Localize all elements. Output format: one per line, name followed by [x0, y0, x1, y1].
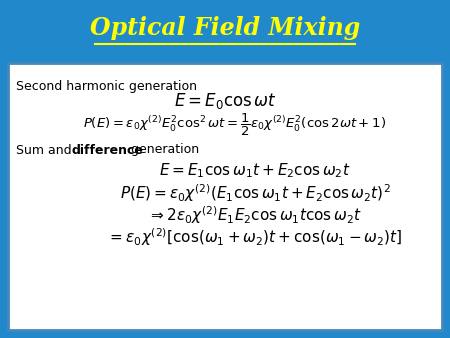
- Text: $= \varepsilon_0 \chi^{(2)} [\cos(\omega_1 + \omega_2)t + \cos(\omega_1 - \omega: $= \varepsilon_0 \chi^{(2)} [\cos(\omega…: [107, 226, 403, 248]
- Text: Sum and: Sum and: [16, 144, 76, 156]
- Text: $P(E) = \varepsilon_0 \chi^{(2)} (E_1 \cos \omega_1 t + E_2 \cos \omega_2 t)^2$: $P(E) = \varepsilon_0 \chi^{(2)} (E_1 \c…: [120, 182, 390, 204]
- Text: Second harmonic generation: Second harmonic generation: [16, 80, 197, 93]
- Text: Optical Field Mixing: Optical Field Mixing: [90, 16, 360, 40]
- Text: generation: generation: [127, 144, 199, 156]
- Text: $E = E_1 \cos \omega_1 t + E_2 \cos \omega_2 t$: $E = E_1 \cos \omega_1 t + E_2 \cos \ome…: [159, 162, 351, 180]
- Text: difference: difference: [71, 144, 143, 156]
- Text: $\Rightarrow 2\varepsilon_0 \chi^{(2)} E_1 E_2 \cos \omega_1 t \cos \omega_2 t$: $\Rightarrow 2\varepsilon_0 \chi^{(2)} E…: [148, 204, 362, 226]
- Bar: [8, 63, 442, 330]
- Text: $E = E_0 \cos \omega t$: $E = E_0 \cos \omega t$: [174, 91, 276, 111]
- Text: $P(E) = \varepsilon_0 \chi^{(2)} E_0^2 \cos^2 \omega t = \dfrac{1}{2} \varepsilo: $P(E) = \varepsilon_0 \chi^{(2)} E_0^2 \…: [84, 112, 387, 138]
